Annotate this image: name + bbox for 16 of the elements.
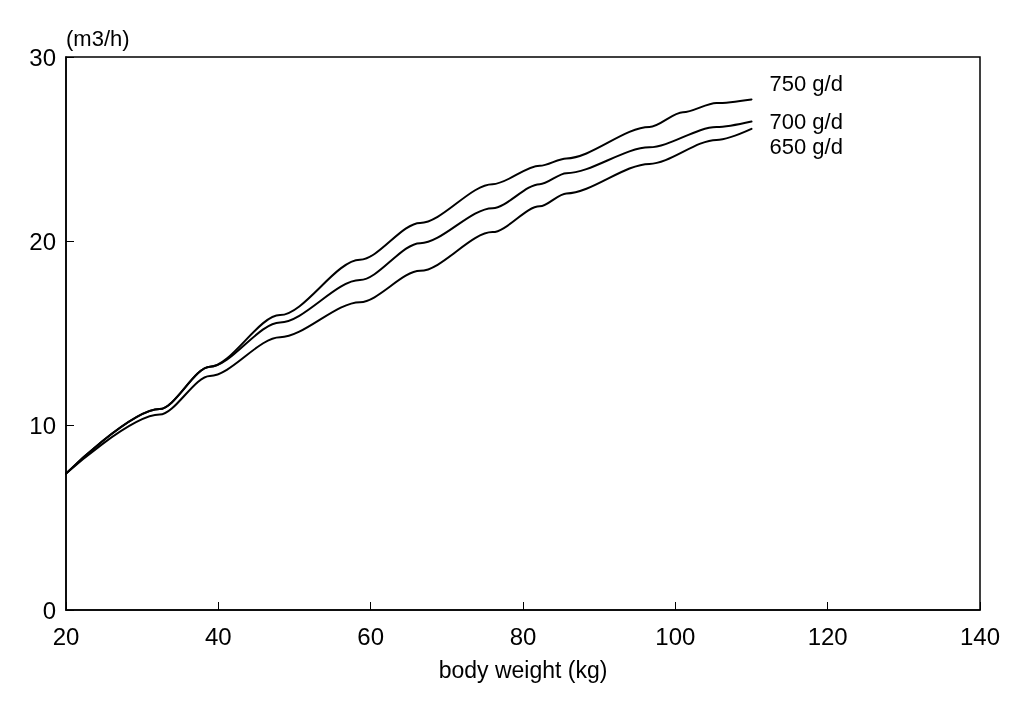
- x-axis-title: body weight (kg): [438, 656, 608, 683]
- series-label: 650 g/d: [769, 134, 843, 160]
- series-label: 700 g/d: [769, 109, 843, 135]
- y-tick-label: 20: [29, 227, 56, 255]
- y-tick-label: 30: [29, 43, 56, 71]
- y-axis-title: (m3/h): [66, 25, 130, 51]
- y-tick-label: 0: [42, 596, 56, 624]
- series-label: 750 g/d: [769, 70, 843, 96]
- x-tick-label: 100: [655, 622, 696, 650]
- x-tick-label: 140: [959, 622, 1001, 650]
- x-tick-label: 80: [509, 622, 537, 650]
- y-tick-label: 10: [29, 412, 56, 440]
- x-tick-label: 20: [52, 622, 80, 650]
- x-tick-label: 40: [204, 622, 232, 650]
- x-tick-label: 60: [357, 622, 385, 650]
- x-tick-label: 120: [807, 622, 848, 650]
